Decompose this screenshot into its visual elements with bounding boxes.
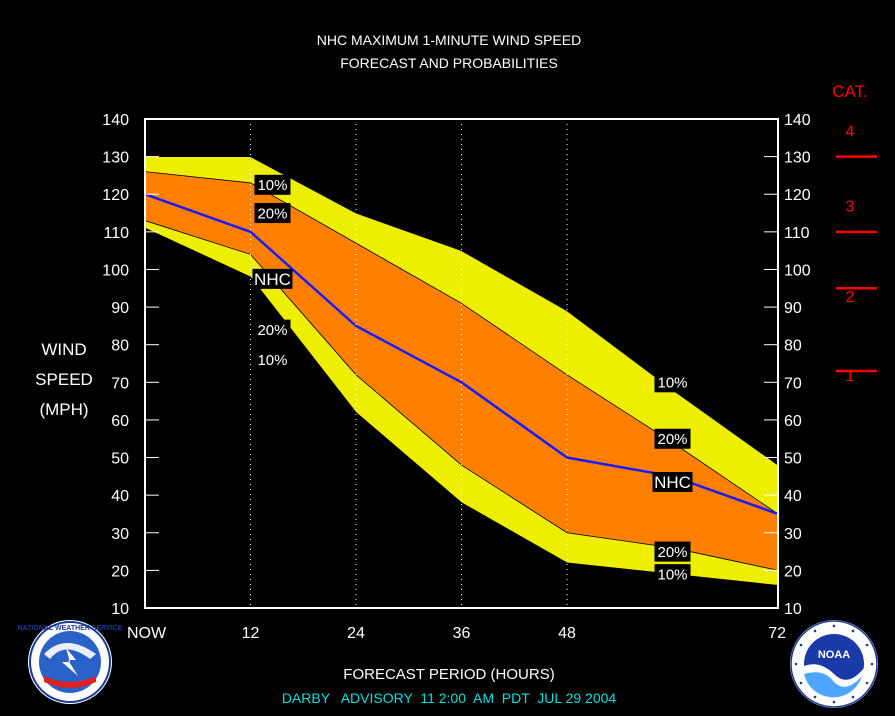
xlabel: FORECAST PERIOD (HOURS) bbox=[343, 666, 554, 683]
y-tick-label-left-120: 120 bbox=[102, 187, 129, 204]
y-tick-label-left-70: 70 bbox=[111, 375, 129, 392]
category-scale: CAT. 4 3 2 1 bbox=[832, 82, 877, 385]
y-tick-label-right-50: 50 bbox=[784, 451, 802, 468]
band-label-4: 10% bbox=[257, 352, 287, 369]
advisory-line: DARBY ADVISORY 11 2:00 AM PDT JUL 29 200… bbox=[282, 690, 617, 706]
y-tick-label-left-90: 90 bbox=[111, 300, 129, 317]
band-label-bg-8 bbox=[654, 541, 691, 562]
y-tick-label-left-40: 40 bbox=[111, 488, 129, 505]
y-tick-label-right-140: 140 bbox=[784, 112, 811, 129]
band-label-bg-3 bbox=[254, 319, 291, 340]
category-label-4: 4 bbox=[846, 123, 855, 140]
y-tick-label-right-40: 40 bbox=[784, 488, 802, 505]
band-label-1: 20% bbox=[257, 205, 287, 222]
ylabel-line2: SPEED bbox=[35, 370, 93, 389]
y-tick-label-left-140: 140 bbox=[102, 112, 129, 129]
category-title: CAT. bbox=[832, 82, 868, 101]
noaa-ring-dots bbox=[794, 624, 874, 704]
y-tick-label-right-70: 70 bbox=[784, 375, 802, 392]
chart-title-line2: FORECAST AND PROBABILITIES bbox=[340, 55, 558, 71]
y-tick-label-left-110: 110 bbox=[103, 225, 129, 242]
band-label-bg-4 bbox=[254, 349, 291, 370]
national-weather-service-logo: NATIONAL WEATHER SERVICE bbox=[18, 620, 123, 704]
axes: 10 10 20 20 30 30 40 40 50 50 60 60 70 70 80 80 90 90 100 1… bbox=[102, 112, 811, 642]
y-tick-label-right-130: 130 bbox=[784, 150, 811, 167]
y-tick-label-left-20: 20 bbox=[111, 563, 129, 580]
y-tick-label-right-30: 30 bbox=[784, 526, 802, 543]
y-tick-label-left-50: 50 bbox=[111, 451, 129, 468]
x-tick-label-24: 24 bbox=[347, 625, 365, 642]
band-label-2: NHC bbox=[254, 270, 291, 289]
band-label-5: 10% bbox=[657, 375, 687, 392]
y-tick-label-right-80: 80 bbox=[784, 338, 802, 355]
y-tick-label-right-110: 110 bbox=[784, 225, 810, 242]
band-label-6: 20% bbox=[657, 431, 687, 448]
noaa-logo-text: NOAA bbox=[818, 649, 850, 661]
band-labels: 10% 20% NHC 20% 10% 10% 20% NHC 20% 10% bbox=[252, 174, 693, 585]
y-tick-label-right-100: 100 bbox=[784, 262, 811, 279]
y-tick-label-left-80: 80 bbox=[111, 338, 129, 355]
y-tick-label-right-120: 120 bbox=[784, 187, 811, 204]
noaa-logo: NOAA bbox=[790, 620, 878, 708]
ylabel-line1: WIND bbox=[41, 340, 86, 359]
y-tick-label-right-20: 20 bbox=[784, 563, 802, 580]
band-label-9: 10% bbox=[657, 567, 687, 584]
band-label-bg-7 bbox=[652, 471, 693, 492]
ylabel-line3: (MPH) bbox=[39, 400, 88, 419]
x-tick-label-now: NOW bbox=[127, 625, 167, 642]
y-tick-label-left-10: 10 bbox=[111, 601, 129, 618]
y-tick-label-left-100: 100 bbox=[102, 262, 129, 279]
band-label-0: 10% bbox=[257, 177, 287, 194]
band-label-bg-0 bbox=[254, 174, 291, 195]
band-label-bg-5 bbox=[654, 372, 691, 393]
band-label-3: 20% bbox=[257, 322, 287, 339]
y-tick-label-right-10: 10 bbox=[784, 601, 802, 618]
band-label-bg-1 bbox=[254, 203, 291, 224]
y-tick-label-right-90: 90 bbox=[784, 300, 802, 317]
band-label-7: NHC bbox=[654, 473, 691, 492]
y-tick-label-right-60: 60 bbox=[784, 413, 802, 430]
band-label-bg-9 bbox=[654, 564, 691, 585]
category-label-1: 1 bbox=[846, 368, 855, 385]
band-label-8: 20% bbox=[657, 544, 687, 561]
band-label-bg-6 bbox=[654, 428, 691, 449]
x-tick-label-48: 48 bbox=[558, 625, 576, 642]
plot-frame bbox=[144, 118, 779, 609]
y-tick-label-left-130: 130 bbox=[102, 150, 129, 167]
category-label-3: 3 bbox=[846, 199, 855, 216]
y-tick-label-left-30: 30 bbox=[111, 526, 129, 543]
x-tick-label-12: 12 bbox=[242, 625, 260, 642]
category-label-2: 2 bbox=[846, 289, 855, 306]
x-tick-label-36: 36 bbox=[453, 625, 471, 642]
nws-logo-text: NATIONAL WEATHER SERVICE bbox=[18, 625, 123, 632]
y-tick-label-left-60: 60 bbox=[111, 413, 129, 430]
band-label-bg-2 bbox=[252, 268, 293, 289]
x-tick-label-72: 72 bbox=[768, 625, 786, 642]
band-20-percent bbox=[145, 171, 778, 571]
chart-title-line1: NHC MAXIMUM 1-MINUTE WIND SPEED bbox=[317, 32, 581, 48]
